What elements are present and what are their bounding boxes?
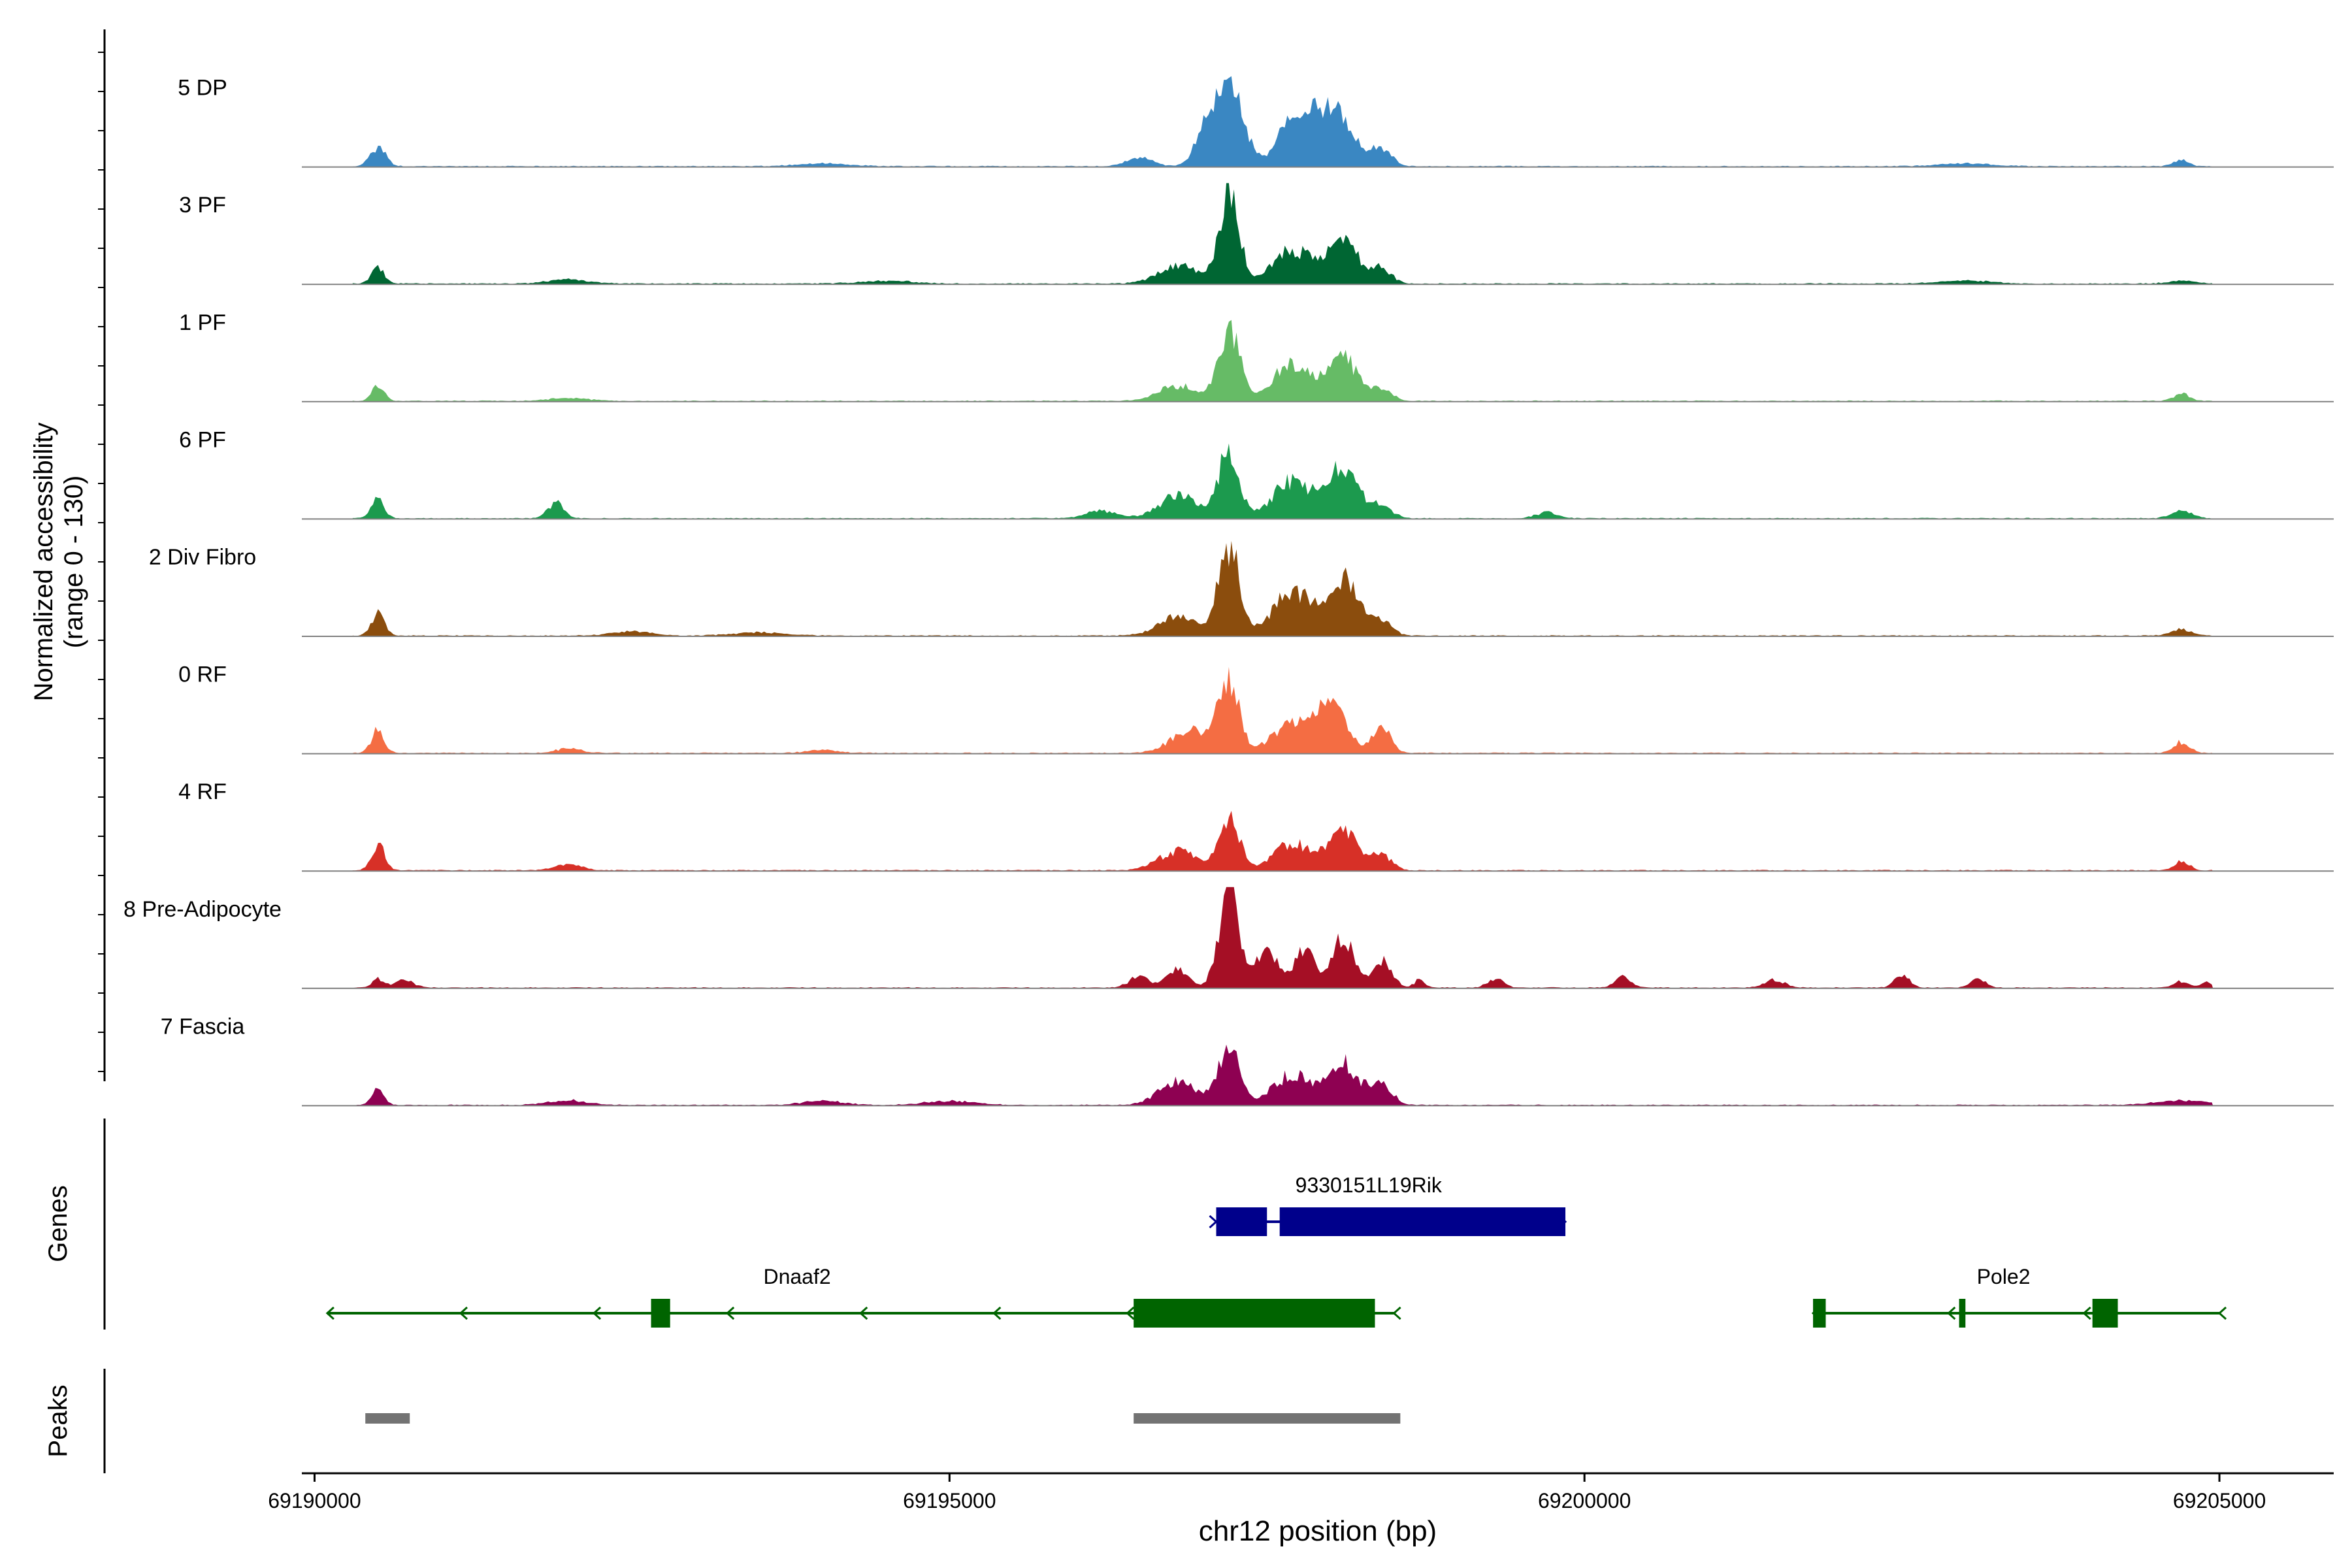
coverage-area xyxy=(352,666,2213,754)
gene-exon xyxy=(1279,1207,1566,1236)
peaks-panel-label: Peaks xyxy=(44,1384,73,1457)
gene-label: 9330151L19Rik xyxy=(1296,1173,1443,1197)
gene-label: Pole2 xyxy=(1977,1265,2031,1288)
strand-arrow xyxy=(1126,1306,1135,1320)
track: 4 RF xyxy=(178,779,2334,872)
coverage-area xyxy=(352,540,2213,636)
gene-exon xyxy=(1959,1299,1966,1328)
gene-exon xyxy=(651,1299,670,1328)
track-label: 4 RF xyxy=(178,779,227,804)
gene-annotations: 9330151L19Rik Dnaaf2 Pole2 xyxy=(325,1173,2227,1328)
coverage-area xyxy=(352,183,2213,285)
coverage-area xyxy=(352,443,2213,519)
track: 8 Pre-Adipocyte xyxy=(123,887,2334,989)
gene-exon xyxy=(1134,1299,1375,1328)
gene: 9330151L19Rik xyxy=(1209,1173,1567,1236)
strand-arrow xyxy=(325,1306,335,1320)
strand-arrow xyxy=(725,1306,735,1320)
strand-arrow xyxy=(1209,1215,1218,1229)
y-axis-label-range: (range 0 - 130) xyxy=(59,476,88,649)
track-label: 6 PF xyxy=(179,427,226,452)
x-tick-label: 69190000 xyxy=(268,1489,361,1512)
y-axis-label: Normalized accessibility xyxy=(29,423,58,702)
track-label: 0 RF xyxy=(178,662,227,687)
x-axis-label: chr12 position (bp) xyxy=(1199,1515,1437,1547)
track-label: 2 Div Fibro xyxy=(149,545,256,570)
track: 6 PF xyxy=(179,427,2334,520)
strand-arrow xyxy=(859,1306,868,1320)
coverage-area xyxy=(352,887,2213,988)
gene-exon xyxy=(1813,1299,1826,1328)
track-label: 5 DP xyxy=(178,76,227,101)
track: 0 RF xyxy=(178,662,2334,755)
strand-arrow xyxy=(2217,1306,2227,1320)
track-label: 8 Pre-Adipocyte xyxy=(123,897,282,922)
peak-regions xyxy=(365,1413,1401,1424)
coverage-area xyxy=(352,76,2213,167)
track: 2 Div Fibro xyxy=(149,540,2334,637)
coverage-tracks: 5 DP 3 PF 1 PF 6 PF 2 Div Fibro 0 RF 4 RF 8 Pre… xyxy=(123,76,2334,1107)
strand-arrow xyxy=(2082,1306,2091,1320)
coverage-area xyxy=(352,1044,2213,1106)
gene-exon xyxy=(2092,1299,2118,1328)
x-tick-label: 69200000 xyxy=(1538,1489,1631,1512)
peak-region-bar xyxy=(365,1413,410,1424)
gene-exon xyxy=(1216,1207,1267,1236)
strand-arrow xyxy=(592,1306,602,1320)
coverage-area xyxy=(352,319,2213,402)
genes-panel-label: Genes xyxy=(44,1185,73,1262)
track: 1 PF xyxy=(179,310,2334,402)
x-tick-label: 69205000 xyxy=(2173,1489,2266,1512)
gene: Dnaaf2 xyxy=(325,1265,1401,1328)
peak-region-bar xyxy=(1134,1413,1401,1424)
coverage-area xyxy=(352,811,2213,872)
gene: Pole2 xyxy=(1811,1265,2227,1328)
strand-arrow xyxy=(1392,1306,1401,1320)
gene-label: Dnaaf2 xyxy=(763,1265,830,1288)
coverage-axis-ticks xyxy=(98,52,105,1072)
strand-arrow xyxy=(1947,1306,1956,1320)
x-tick-label: 69195000 xyxy=(903,1489,996,1512)
strand-arrow xyxy=(992,1306,1002,1320)
x-axis-ticks: 69190000 69195000 69200000 69205000 xyxy=(268,1473,2266,1512)
track: 7 Fascia xyxy=(161,1014,2334,1107)
track-label: 1 PF xyxy=(179,310,226,335)
track-label: 7 Fascia xyxy=(161,1014,245,1039)
track: 3 PF xyxy=(179,183,2334,286)
track-label: 3 PF xyxy=(179,193,226,218)
track: 5 DP xyxy=(178,76,2334,168)
strand-arrow xyxy=(459,1306,468,1320)
